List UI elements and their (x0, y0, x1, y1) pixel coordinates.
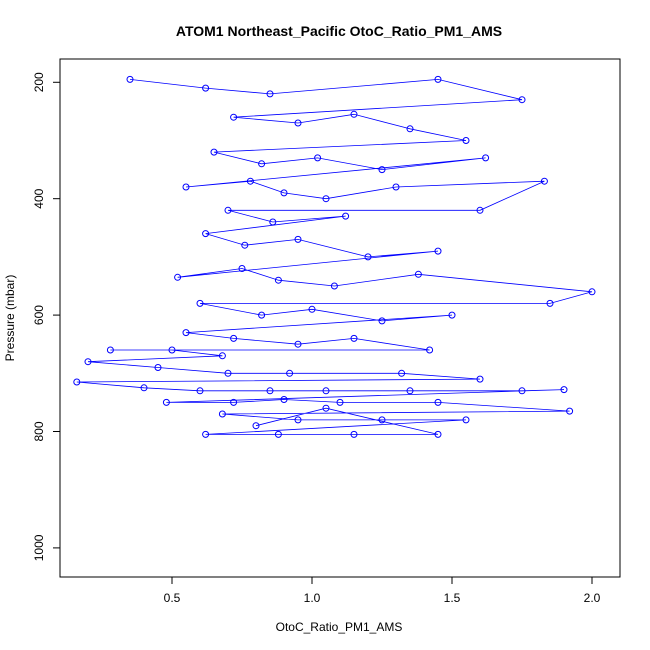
data-point (322, 404, 330, 412)
y-tick-label: 600 (32, 305, 46, 325)
data-point (476, 206, 484, 214)
data-point (434, 398, 442, 406)
data-point (286, 369, 294, 377)
data-point (224, 369, 232, 377)
data-point (462, 137, 470, 144)
data-point (258, 311, 266, 319)
data-point (364, 253, 372, 261)
data-point (322, 195, 330, 203)
data-point (378, 317, 386, 325)
x-tick-label: 1.0 (304, 591, 321, 605)
data-point (252, 422, 260, 430)
data-point (84, 358, 92, 366)
data-point (182, 329, 190, 337)
data-point (266, 387, 274, 395)
data-point (246, 177, 254, 185)
data-point (588, 288, 596, 296)
series-line (76, 78, 593, 435)
data-point (406, 387, 414, 395)
data-point (168, 346, 176, 354)
data-point (230, 334, 238, 342)
y-tick-label: 200 (32, 72, 46, 92)
data-point (540, 177, 548, 185)
data-point (266, 90, 274, 98)
data-point (448, 311, 456, 319)
data-point (162, 398, 170, 406)
data-point (294, 119, 302, 127)
data-point (106, 346, 114, 354)
data-point (322, 387, 330, 395)
data-point (426, 346, 434, 354)
data-point (269, 218, 277, 226)
data-point (392, 183, 400, 191)
data-point (476, 375, 484, 383)
data-point (280, 189, 288, 197)
data-point (241, 241, 249, 249)
data-point (182, 183, 190, 191)
data-point (560, 386, 568, 394)
data-point (330, 282, 338, 290)
data-point (350, 334, 358, 342)
data-point (174, 273, 182, 281)
data-point (196, 387, 204, 395)
data-point (202, 230, 210, 238)
data-point (518, 96, 526, 104)
data-point (218, 352, 226, 360)
data-point (294, 416, 302, 424)
x-tick-label: 0.5 (164, 591, 181, 605)
x-tick-label: 2.0 (584, 591, 601, 605)
data-point (398, 369, 406, 377)
data-point (238, 265, 246, 272)
data-point (274, 430, 282, 438)
data-point (546, 299, 554, 307)
data-point (154, 364, 162, 371)
data-point (342, 212, 350, 220)
y-tick-label: 400 (32, 188, 46, 208)
data-point (414, 270, 422, 278)
data-point (350, 430, 358, 438)
data-point (434, 430, 442, 438)
data-point (518, 387, 526, 395)
data-point (274, 276, 282, 284)
data-point (230, 113, 238, 121)
data-point (294, 235, 302, 243)
data-point (434, 75, 442, 83)
data-point (280, 396, 288, 403)
data-point (196, 299, 204, 307)
data-point (224, 206, 232, 214)
data-point (566, 407, 574, 415)
data-point (336, 398, 344, 406)
data-point (140, 384, 148, 392)
data-point (378, 166, 386, 174)
y-tick-label: 800 (32, 421, 46, 441)
data-point (294, 340, 302, 348)
plot-frame (59, 58, 621, 578)
chart-title: ATOM1 Northeast_Pacific OtoC_Ratio_PM1_A… (176, 23, 502, 39)
data-point (230, 398, 238, 406)
data-point (378, 416, 386, 424)
x-tick-label: 1.5 (444, 591, 461, 605)
data-series (73, 75, 596, 438)
data-point (126, 75, 134, 83)
x-axis-label: OtoC_Ratio_PM1_AMS (276, 620, 403, 634)
data-point (314, 154, 322, 162)
data-point (308, 305, 316, 313)
data-point (462, 416, 470, 424)
y-tick-label: 1000 (32, 534, 46, 561)
data-point (482, 154, 490, 162)
y-axis-label: Pressure (mbar) (3, 275, 17, 362)
data-point (350, 110, 358, 118)
data-point (406, 125, 414, 133)
data-point (73, 378, 81, 386)
data-point (210, 148, 218, 156)
data-point (202, 84, 210, 92)
data-point (202, 430, 210, 438)
data-point (218, 410, 226, 418)
data-point (434, 247, 442, 255)
data-point (258, 160, 266, 168)
